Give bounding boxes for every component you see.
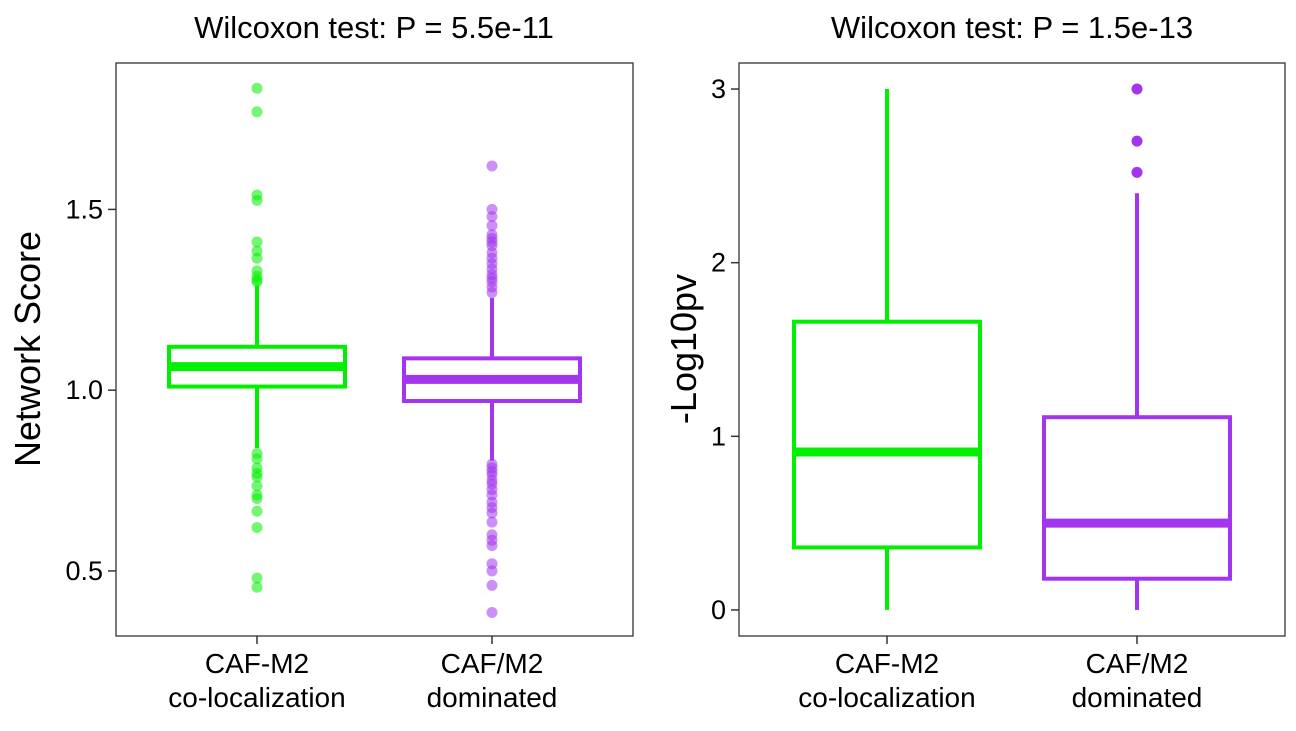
panel-log10pv: Wilcoxon test: P = 1.5e-13 -Log10pv 0 1 2 3… [663, 10, 1286, 713]
outlier-point [251, 252, 263, 264]
outlier-point [251, 471, 263, 483]
chart-title: Wilcoxon test: P = 5.5e-11 [194, 10, 554, 45]
y-axis: 0 1 2 3 [711, 74, 739, 625]
outlier-point [486, 579, 498, 591]
outlier-point [251, 493, 263, 505]
outlier-point [251, 236, 263, 248]
outlier-point [486, 516, 498, 528]
outlier-point [251, 106, 263, 118]
outlier-point [486, 211, 498, 223]
outlier-point [251, 194, 263, 206]
outlier-point [251, 522, 263, 534]
outlier-point [1131, 135, 1143, 147]
y-tick-label: 1 [711, 421, 726, 451]
x-axis: CAF-M2 co-localization CAF/M2 dominated [798, 636, 1202, 713]
outlier-point [251, 572, 263, 584]
x-tick-label: CAF/M2 [1086, 648, 1189, 679]
y-tick-label: 3 [711, 74, 726, 104]
x-tick-label: CAF-M2 [835, 648, 939, 679]
panel-network-score: Wilcoxon test: P = 5.5e-11 Network Score… [7, 10, 634, 713]
outlier-point [251, 581, 263, 593]
x-tick-label: dominated [427, 682, 558, 713]
outlier-point [251, 480, 263, 492]
outlier-point [251, 276, 263, 288]
outlier-point [1131, 166, 1143, 178]
chart-title: Wilcoxon test: P = 1.5e-13 [831, 10, 1193, 45]
box [792, 319, 982, 550]
y-axis-title: -Log10pv [663, 274, 704, 424]
outlier-point [1131, 83, 1143, 95]
x-tick-label: co-localization [798, 682, 975, 713]
y-tick-label: 0 [711, 595, 726, 625]
outlier-point [486, 565, 498, 577]
outlier-point [486, 287, 498, 299]
y-tick-label: 2 [711, 248, 726, 278]
x-tick-label: CAF-M2 [205, 648, 309, 679]
y-tick-label: 0.5 [65, 556, 103, 586]
y-axis: 0.5 1.0 1.5 [65, 194, 116, 586]
panel-border [115, 62, 634, 637]
outlier-point [251, 505, 263, 517]
x-tick-label: dominated [1072, 682, 1203, 713]
plot-area [167, 82, 582, 619]
x-tick-label: CAF/M2 [441, 648, 544, 679]
outlier-point [486, 507, 498, 519]
outlier-point [486, 160, 498, 172]
outlier-point [486, 540, 498, 552]
outlier-point [251, 453, 263, 465]
x-axis: CAF-M2 co-localization CAF/M2 dominated [168, 636, 557, 713]
x-tick-label: co-localization [168, 682, 345, 713]
y-axis-title: Network Score [7, 231, 48, 467]
outlier-point [486, 607, 498, 619]
panel-border [738, 62, 1286, 637]
y-tick-label: 1.0 [65, 375, 103, 405]
box [1042, 415, 1232, 581]
outlier-point [251, 82, 263, 94]
outlier-point [486, 220, 498, 232]
plot-area [792, 83, 1232, 610]
y-tick-label: 1.5 [65, 194, 103, 224]
